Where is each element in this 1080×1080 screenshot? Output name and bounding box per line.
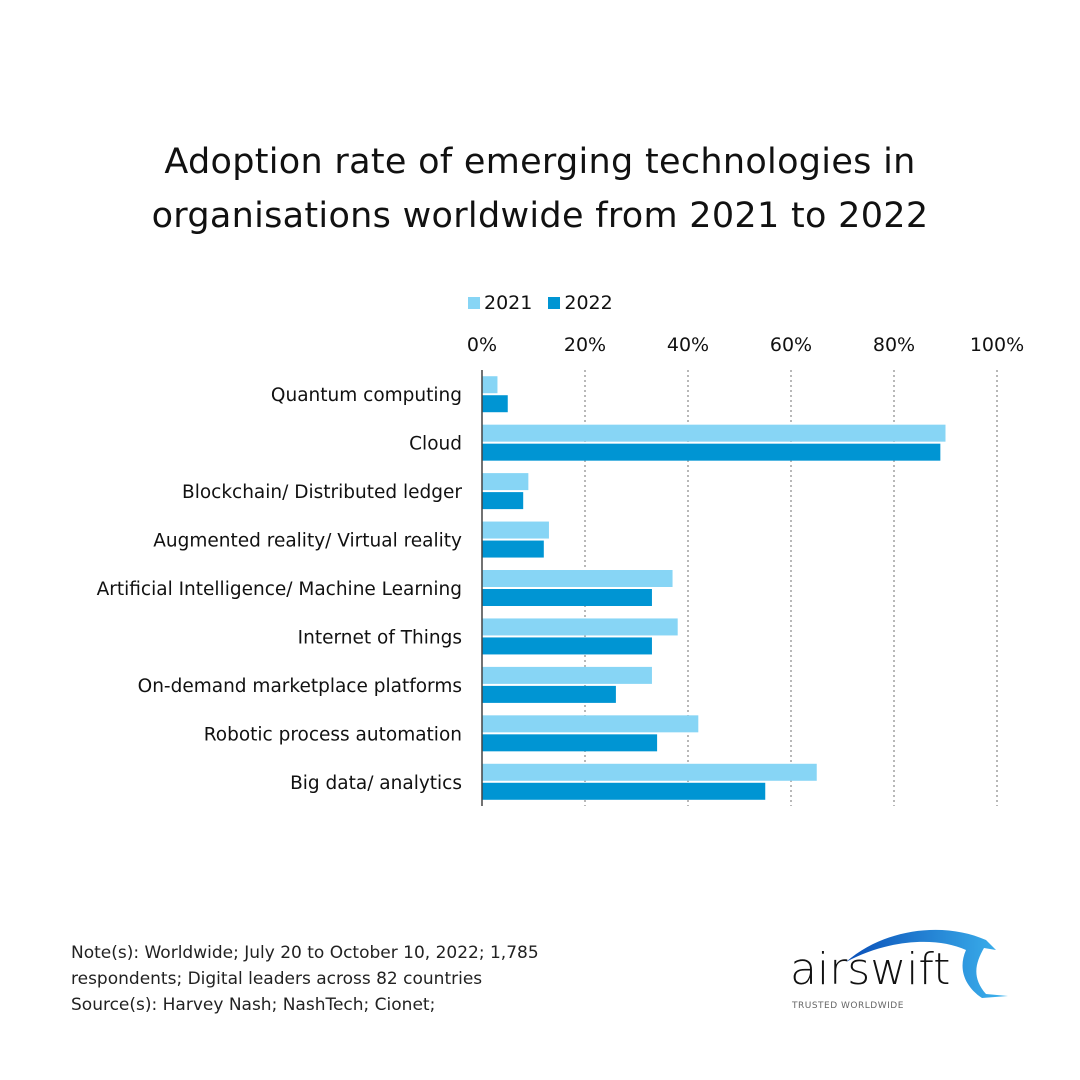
bar-2022 [482,734,658,752]
legend-swatch-2021 [468,297,480,309]
category-label: Robotic process automation [204,724,462,745]
bar-2021 [482,618,678,636]
legend: 2021 2022 [468,292,613,314]
chart-title: Adoption rate of emerging technologies i… [0,135,1080,243]
bar-2021 [482,715,699,733]
category-label: Blockchain/ Distributed ledger [182,482,462,503]
bar-2022 [482,540,544,558]
svg-text:TRUSTED WORLDWIDE: TRUSTED WORLDWIDE [791,1001,904,1011]
x-tick-label: 0% [467,334,497,356]
x-tick-label: 40% [667,334,709,356]
bar-2021 [482,666,652,684]
note-line-2: respondents; Digital leaders across 82 c… [71,969,483,989]
bar-2022 [482,443,941,461]
svg-text:airswift: airswift [790,944,950,995]
legend-item-2021: 2021 [468,292,532,314]
swift-bird-icon: airswift TRUSTED WORLDWIDE [790,929,1008,1011]
legend-swatch-2022 [548,297,561,309]
airswift-logo: airswift TRUSTED WORLDWIDE [786,922,1016,1017]
bar-2021 [482,521,549,539]
category-label: Internet of Things [298,627,462,648]
chart-title-line-1: Adoption rate of emerging technologies i… [164,142,916,182]
legend-item-2022: 2022 [548,292,613,314]
note-line-1: Note(s): Worldwide; July 20 to October 1… [71,943,539,963]
bar-2022 [482,637,652,655]
category-label: On-demand marketplace platforms [138,676,462,697]
chart-title-line-2: organisations worldwide from 2021 to 202… [151,196,929,236]
category-label: Big data/ analytics [290,773,462,794]
bar-2021 [482,763,817,781]
bar-2021 [482,424,946,442]
bar-2022 [482,492,524,510]
x-tick-label: 80% [873,334,915,356]
x-tick-label: 100% [970,334,1024,356]
category-label: Artificial Intelligence/ Machine Learnin… [97,579,462,600]
bar-2022 [482,782,766,800]
footnote: Note(s): Worldwide; July 20 to October 1… [71,940,539,1018]
category-label: Augmented reality/ Virtual reality [153,531,462,552]
x-tick-label: 60% [770,334,812,356]
bar-2021 [482,473,529,491]
x-tick-label: 20% [564,334,606,356]
bar-2022 [482,589,652,606]
bar-2021 [482,570,673,587]
legend-label-2022: 2022 [564,292,613,314]
bar-2021 [482,376,498,394]
source-line: Source(s): Harvey Nash; NashTech; Cionet… [71,995,436,1015]
bar-2022 [482,395,508,413]
category-label: Cloud [409,434,462,455]
category-label: Quantum computing [271,385,462,406]
bar-2022 [482,685,616,703]
legend-label-2021: 2021 [484,292,533,314]
